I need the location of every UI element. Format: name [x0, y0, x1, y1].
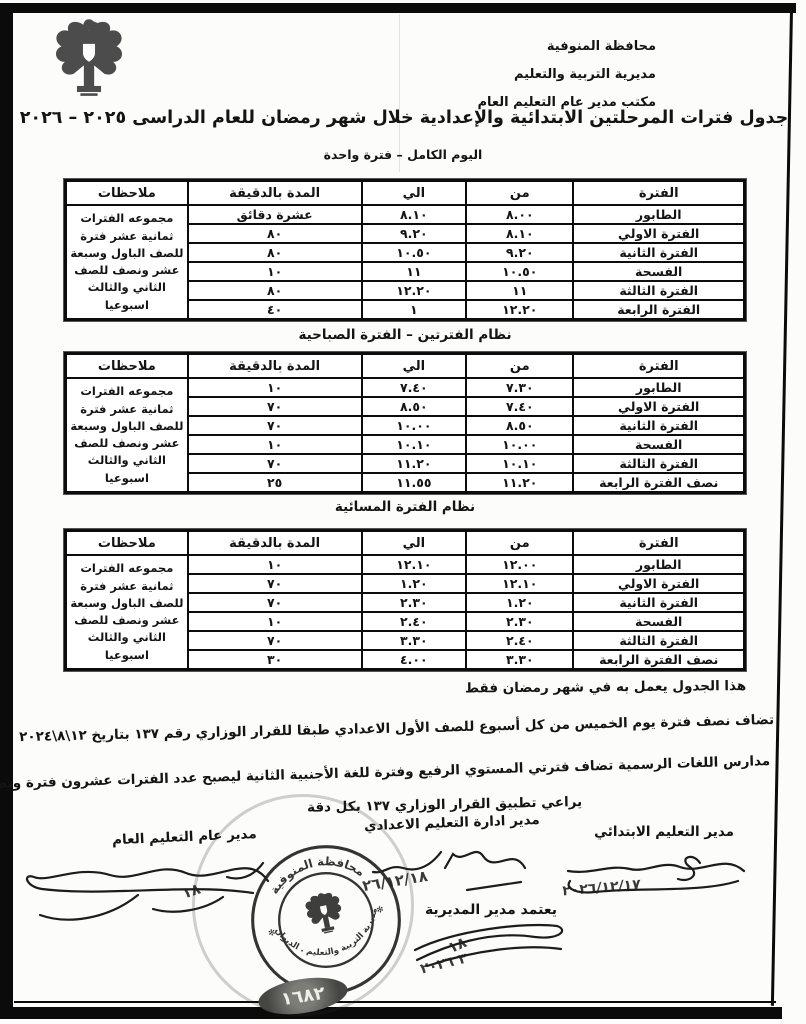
col-duration: المدة بالدقيقة: [186, 179, 363, 206]
table-row: الفترة الثالثة ١٠.١٠ ١١.٢٠ ٧٠: [66, 453, 746, 474]
document-subtitle: اليوم الكامل – فترة واحدة: [323, 147, 483, 162]
col-notes: ملاحظات: [64, 179, 189, 206]
frame-left: [0, 3, 13, 1019]
table-row: الفترة الاولي ١٢.١٠ ١.٢٠ ٧٠: [66, 573, 746, 594]
signature-title-primary-education: مدير التعليم الابتدائي: [594, 824, 734, 840]
frame-bottom: [10, 1007, 782, 1019]
table-row: الفترة الاولي ٧.٤٠ ٨.٥٠ ٧٠: [66, 396, 746, 417]
serial-number: ١٦٨٢: [279, 982, 327, 1010]
table-row: الفسحة ٢.٣٠ ٢.٤٠ ١٠: [66, 611, 746, 632]
schedule-table-morning-shift: الفترة من الي المدة بالدقيقة ملاحظات الط…: [63, 351, 747, 495]
table-row: الطابور ٧.٣٠ ٧.٤٠ ١٠ مجموعه الفترات ثمانية …: [64, 377, 746, 494]
schedule-table-full-day: الفترة من الي المدة بالدقيقة ملاحظات الط…: [63, 178, 747, 322]
table-row: الطابور ٨.٠٠ ٨.١٠ عشرة دقائق مجموعه الفترات…: [64, 204, 746, 321]
schedule-table-evening-shift: الفترة من الي المدة بالدقيقة ملاحظات الط…: [63, 528, 747, 672]
scan-crease-line: [399, 14, 400, 172]
notes-cell: مجموعه الفترات ثمانية عشر فترة للصف البا…: [64, 377, 189, 494]
frame-bottom-thin: [14, 1001, 776, 1003]
table-row: الفترة الثالثة ١١ ١٢.٢٠ ٨٠: [66, 280, 746, 301]
table-header-row: الفترة من الي المدة بالدقيقة ملاحظات: [64, 352, 746, 379]
table-row: الفترة الثانية ٨.٥٠ ١٠.٠٠ ٧٠: [66, 415, 746, 436]
table-row: نصف الفترة الرابعة ١١.٢٠ ١١.٥٥ ٢٥: [66, 472, 746, 494]
signature-title-preparatory-education: مدير ادارة التعليم الاعدادي: [364, 812, 541, 835]
table-row: الفسحة ١٠.٥٠ ١١ ١٠: [66, 261, 746, 282]
frame-top: [10, 3, 796, 13]
stamp-right-ornament-icon: ✻: [376, 905, 385, 916]
table-header-row: الفترة من الي المدة بالدقيقة ملاحظات: [64, 179, 746, 206]
document-title: جدول فترات المرحلتين الابتدائية والإعداد…: [19, 108, 789, 128]
table-row: الفترة الثانية ٩.٢٠ ١٠.٥٠ ٨٠: [66, 242, 746, 263]
footnote-language-schools: مدارس اللغات الرسمية تضاف فترتي المستوي …: [0, 753, 771, 793]
signature-scribble-approval: [413, 923, 564, 968]
col-period: الفترة: [572, 179, 746, 206]
footnote-ramadan-only: هذا الجدول يعمل به في شهر رمضان فقط: [464, 678, 747, 697]
org-line-directorate: مديرية التربية والتعليم: [513, 67, 656, 82]
col-from: من: [465, 179, 575, 206]
table-row: نصف الفترة الرابعة ٣.٣٠ ٤.٠٠ ٣٠: [66, 649, 746, 671]
stamp-left-ornament-icon: ✻: [267, 928, 276, 939]
org-line-governorate: محافظة المنوفية: [546, 39, 656, 54]
table-header-row: الفترة من الي المدة بالدقيقة ملاحظات: [64, 529, 746, 556]
notes-cell: مجموعه الفترات ثمانية عشر فترة للصف البا…: [64, 554, 189, 671]
org-line-office: مكتب مدير عام التعليم العام: [477, 95, 656, 110]
org-header: محافظة المنوفية مديرية التربية والتعليم …: [478, 33, 656, 117]
table-row: الفترة الثانية ١.٢٠ ٢.٣٠ ٧٠: [66, 592, 746, 613]
table-row: الفترة الرابعة ١٢.٢٠ ١ ٤٠: [66, 299, 746, 321]
caption-evening-system: نظام الفترة المسائية: [334, 499, 476, 515]
table-row: الفترة الثالثة ٢.٤٠ ٣.٣٠ ٧٠: [66, 630, 746, 651]
table-row: الفترة الاولي ٨.١٠ ٩.٢٠ ٨٠: [66, 223, 746, 244]
signature-scribble-primary: [566, 855, 746, 894]
table-row: الفسحة ١٠.٠٠ ١٠.١٠ ١٠: [66, 434, 746, 455]
signature-title-directorate-approval: يعتمد مدير المديرية: [424, 902, 557, 918]
caption-morning-system: نظام الفترتين – الفترة الصباحية: [298, 327, 512, 343]
notes-cell: مجموعه الفترات ثمانية عشر فترة للصف البا…: [64, 204, 189, 321]
table-row: الطابور ١٢.٠٠ ١٢.١٠ ١٠ مجموعه الفترات ثماني…: [64, 554, 746, 671]
stamp-faint-ring: [192, 794, 414, 1016]
col-to: الي: [360, 179, 468, 206]
footnote-thursday-period: تضاف نصف فترة يوم الخميس من كل أسبوع للص…: [18, 712, 775, 746]
eagle-emblem-icon: [40, 12, 138, 98]
official-round-stamp: محافظة المنوفية مديرية التربية والتعليم …: [233, 827, 418, 1012]
